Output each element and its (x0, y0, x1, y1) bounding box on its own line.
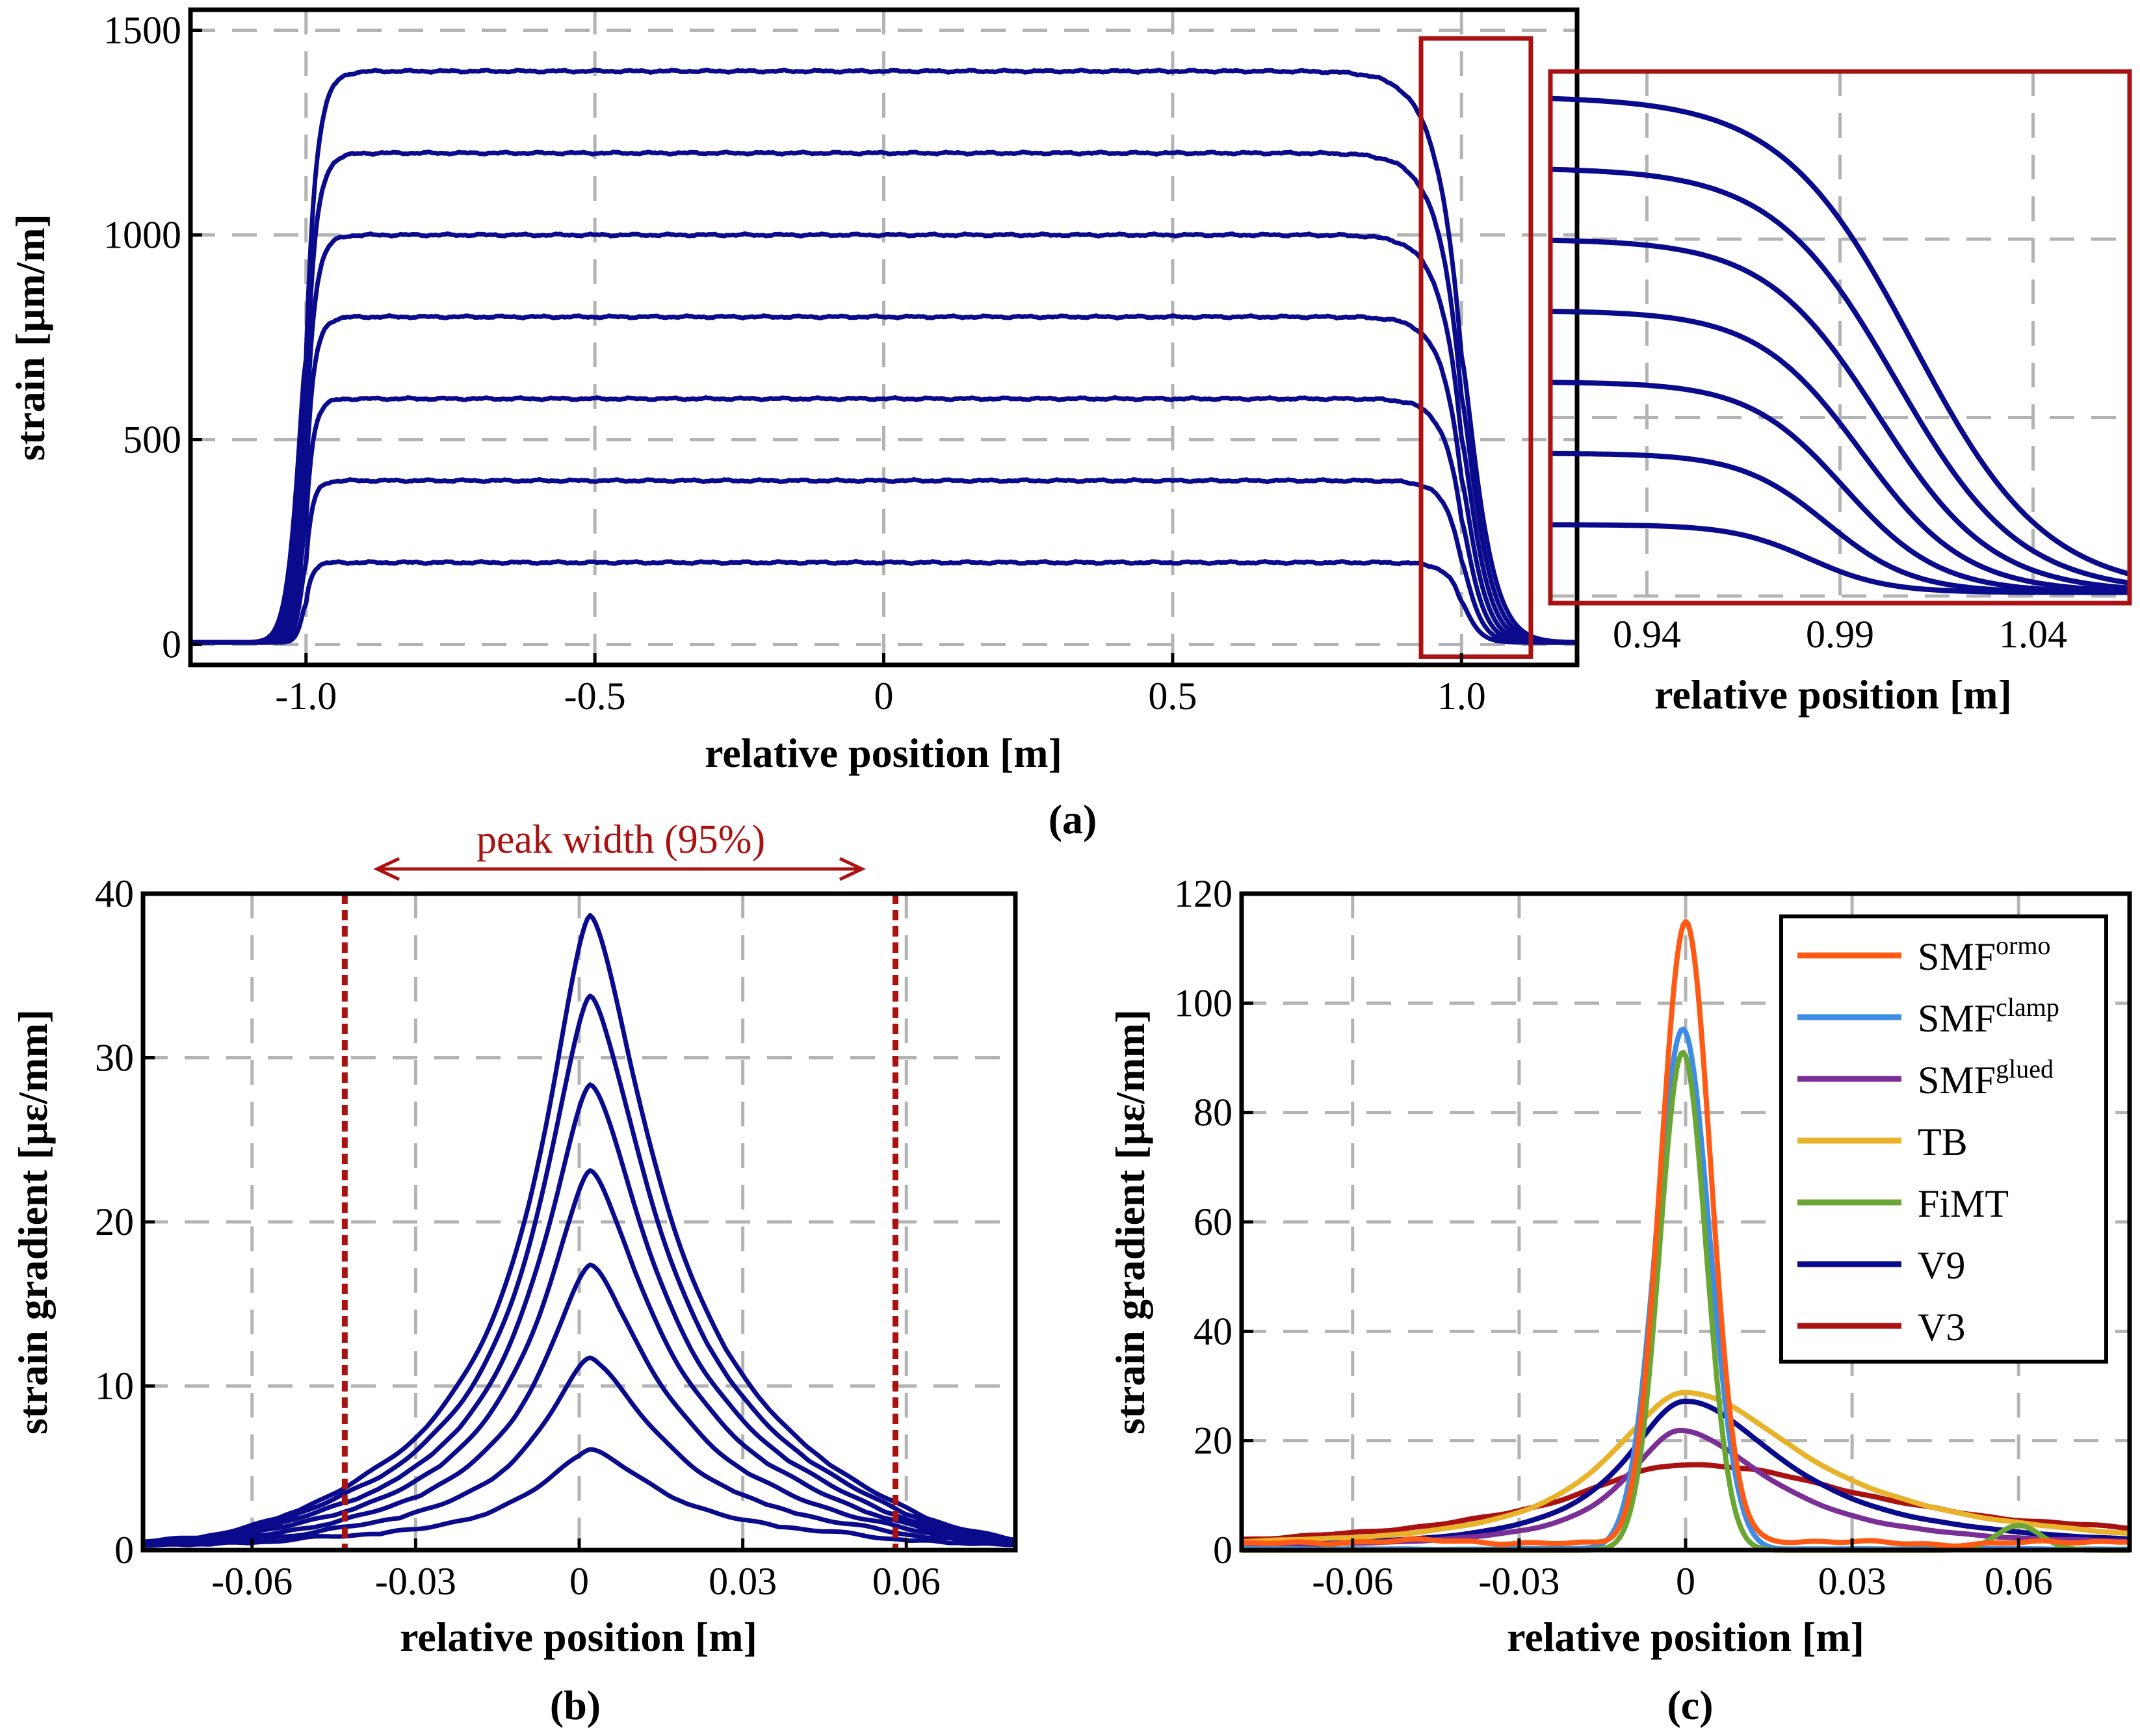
panel-b-xtick-label-4: 0.06 (872, 1560, 941, 1603)
inset-xtick-label-2: 1.04 (1999, 613, 2067, 656)
panel-a-series-200 (190, 559, 1577, 645)
inset-series (1550, 96, 2131, 595)
panel-c-ytick-label-5: 100 (1174, 981, 1233, 1024)
inset-series-1200 (1550, 166, 2130, 586)
panel-b-series-6 (142, 913, 1016, 1544)
panel-a-xtick-label-0: -1.0 (275, 675, 337, 718)
legend-label-3: TB (1918, 1121, 1968, 1163)
panel-c-xtick-label-4: 0.06 (1985, 1560, 2053, 1603)
legend-label-4: FiMT (1918, 1182, 2009, 1225)
panel-c-xtick-label-1: -0.03 (1478, 1560, 1559, 1603)
panel-b-xtick-label-3: 0.03 (709, 1560, 777, 1603)
panel-a-ytick-label-0: 0 (162, 623, 181, 666)
inset-series-800 (1550, 309, 2130, 593)
panel-a-xtick-label-2: 0 (874, 675, 894, 718)
panel-c-ytick-label-6: 120 (1174, 872, 1233, 915)
peak-width-label: peak width (95%) (476, 818, 765, 862)
panel-b-ytick-label-2: 20 (95, 1200, 134, 1243)
panel-c-xlabel: relative position [m] (1507, 1614, 1864, 1660)
panel-b-ytick-label-0: 0 (114, 1529, 134, 1572)
panel-b-label: (b) (550, 1682, 601, 1728)
arrowhead-right-icon (839, 857, 866, 881)
panel-b-tick-labels: -0.06 -0.03 0 0.03 0.06 0 10 20 30 40 (95, 872, 941, 1603)
panel-c-xtick-label-3: 0.03 (1818, 1560, 1886, 1603)
panel-c-label: (c) (1667, 1682, 1713, 1728)
panel-b-grid (143, 892, 1015, 1552)
legend-sup-2: glued (1996, 1054, 2054, 1083)
panel-a-xtick-label-1: -0.5 (564, 675, 626, 718)
panel-c-ytick-label-0: 0 (1213, 1529, 1233, 1572)
panel-c-ytick-label-3: 60 (1194, 1200, 1233, 1243)
arrowhead-left-icon (373, 857, 400, 881)
panel-a-series-800 (190, 313, 1577, 645)
panel-b-ytick-label-4: 40 (95, 872, 134, 915)
panel-b: peak width (95%) -0.06 -0.03 0 0.03 0.06 0 10 2… (10, 818, 1018, 1728)
panel-c-xtick-label-0: -0.06 (1312, 1560, 1393, 1603)
inset-xtick-label-0: 0.94 (1613, 613, 1681, 656)
panel-b-series-3 (142, 1168, 1016, 1547)
panel-a-ylabel: strain [µm/m] (7, 214, 53, 461)
peak-width-bounds (341, 894, 898, 1550)
panel-a: -1.0 -0.5 0 0.5 1.0 0 500 1000 1500 relative pos… (7, 7, 1580, 842)
inset-series-1000 (1550, 237, 2130, 591)
panel-a-label: (a) (1049, 796, 1097, 842)
panel-a-series-1000 (190, 231, 1577, 645)
panel-c-tick-labels: -0.06 -0.03 0 0.03 0.06 0 20 40 60 80 100 120 (1174, 872, 2053, 1603)
panel-c-ytick-label-1: 20 (1194, 1419, 1233, 1462)
zoom-region-box (1418, 36, 1533, 659)
panel-b-ytick-label-1: 10 (95, 1365, 134, 1408)
panel-b-xlabel: relative position [m] (400, 1614, 757, 1660)
panel-b-series (142, 913, 1016, 1548)
inset-series-1400 (1550, 96, 2131, 577)
panel-b-series-0 (142, 1447, 1016, 1548)
panel-c-ytick-label-2: 40 (1194, 1310, 1233, 1353)
panel-b-series-4 (142, 1082, 1016, 1546)
panel-c-ylabel: strain gradient [µε/mm] (1107, 1009, 1153, 1434)
panel-c-ytick-label-4: 80 (1194, 1091, 1233, 1134)
legend-label-6: V3 (1918, 1306, 1965, 1349)
inset-axes-box (1548, 69, 2132, 606)
panel-b-xtick-label-0: -0.06 (211, 1560, 293, 1603)
inset-series-400 (1550, 450, 2130, 595)
panel-a-grid (190, 10, 1577, 665)
panel-c-series-smf-ormo (1241, 918, 2130, 1549)
panel-a-tick-labels: -1.0 -0.5 0 0.5 1.0 0 500 1000 1500 (103, 9, 1486, 718)
inset-series-600 (1550, 380, 2130, 595)
panel-a-series-600 (190, 395, 1577, 645)
legend-label-5: V9 (1918, 1244, 1965, 1287)
panel-b-series-5 (142, 993, 1015, 1544)
legend-sup-1: clamp (1996, 992, 2059, 1022)
panel-a-xtick-label-4: 1.0 (1437, 675, 1486, 718)
panel-a-xtick-label-3: 0.5 (1148, 675, 1197, 718)
panel-a-ytick-label-1: 500 (123, 419, 181, 461)
panel-a-series-1200 (190, 149, 1577, 645)
inset-xtick-label-1: 0.99 (1806, 613, 1874, 656)
panel-a-ytick-label-2: 1000 (103, 214, 181, 257)
panel-b-xtick-label-2: 0 (569, 1560, 589, 1603)
panel-c-xtick-label-2: 0 (1676, 1560, 1695, 1603)
panel-a-ytick-label-3: 1500 (103, 9, 181, 52)
panel-b-ytick-label-3: 30 (95, 1037, 134, 1080)
panel-a-xlabel: relative position [m] (705, 730, 1062, 776)
panel-b-xtick-label-1: -0.03 (375, 1560, 456, 1603)
panel-c-series-tb (1241, 1390, 2130, 1545)
panel-b-series-2 (142, 1262, 1016, 1546)
inset-tick-labels: 0.94 0.99 1.04 (1613, 613, 2067, 656)
legend-sup-0: ormo (1996, 931, 2050, 960)
inset-xlabel: relative position [m] (1654, 671, 2012, 718)
inset-grid (1550, 71, 2130, 603)
panel-a-series (190, 68, 1578, 645)
panel-a-inset: 0.94 0.99 1.04 relative position [m] (1548, 69, 2132, 718)
panel-a-series-1400 (190, 68, 1578, 645)
panel-b-ylabel: strain gradient [µε/mm] (10, 1009, 56, 1434)
peak-width-annotation: peak width (95%) (373, 818, 866, 881)
panel-b-series-1 (142, 1355, 1016, 1547)
panel-a-series-400 (190, 477, 1577, 645)
